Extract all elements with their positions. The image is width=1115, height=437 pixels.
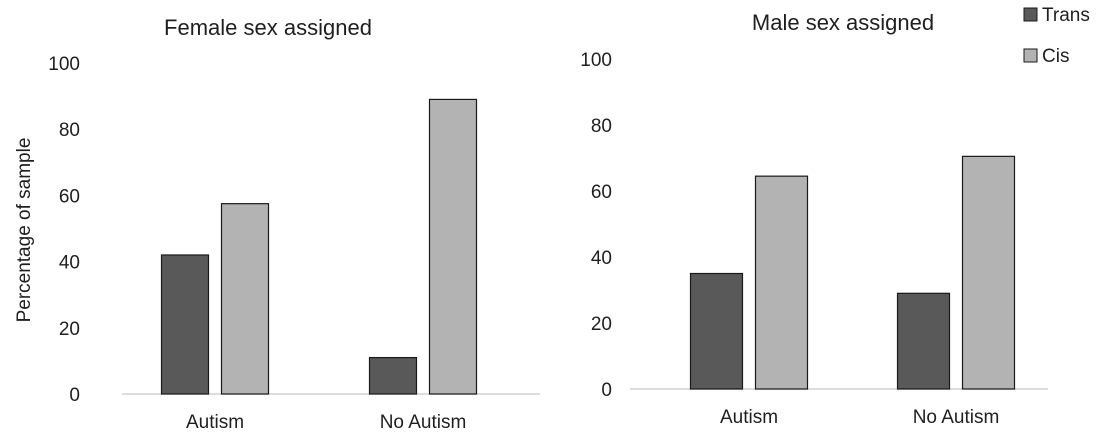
male-chart-panel: Male sex assigned 0 20 40 60 80 100 Autism No Au… bbox=[580, 5, 1090, 428]
x-category-label: Autism bbox=[186, 412, 244, 433]
y-tick-label: 20 bbox=[59, 319, 80, 340]
y-tick-label: 20 bbox=[591, 314, 612, 335]
legend-swatch-cis bbox=[1023, 48, 1038, 63]
x-category-label: No Autism bbox=[380, 412, 467, 433]
bar-cis-autism bbox=[754, 175, 809, 390]
bar-trans-no-autism bbox=[896, 292, 951, 390]
chart-title: Female sex assigned bbox=[164, 15, 372, 40]
bar-trans-autism bbox=[160, 254, 210, 395]
legend-swatch-trans bbox=[1023, 7, 1038, 22]
legend-label-cis: Cis bbox=[1042, 46, 1069, 67]
bar-trans-no-autism bbox=[368, 356, 418, 395]
bar-cis-autism bbox=[220, 203, 270, 395]
chart-title: Male sex assigned bbox=[752, 10, 934, 35]
bar-trans-autism bbox=[689, 272, 744, 390]
bar-cis-no-autism bbox=[961, 155, 1016, 390]
y-tick-label: 100 bbox=[580, 50, 612, 71]
y-tick-label: 40 bbox=[59, 253, 80, 274]
y-tick-label: 40 bbox=[591, 248, 612, 269]
y-tick-label: 60 bbox=[59, 186, 80, 207]
y-tick-label: 0 bbox=[69, 385, 80, 406]
y-tick-label: 100 bbox=[48, 54, 80, 75]
y-tick-label: 0 bbox=[601, 380, 612, 401]
x-category-label: No Autism bbox=[913, 407, 1000, 428]
bar-cis-no-autism bbox=[428, 98, 478, 395]
legend-label-trans: Trans bbox=[1042, 5, 1090, 26]
female-chart-panel: Female sex assigned Percentage of sample 0… bbox=[14, 15, 540, 433]
y-tick-label: 80 bbox=[59, 120, 80, 141]
y-tick-label: 60 bbox=[591, 182, 612, 203]
x-category-label: Autism bbox=[720, 407, 778, 428]
y-axis-label: Percentage of sample bbox=[14, 138, 35, 323]
y-tick-label: 80 bbox=[591, 116, 612, 137]
